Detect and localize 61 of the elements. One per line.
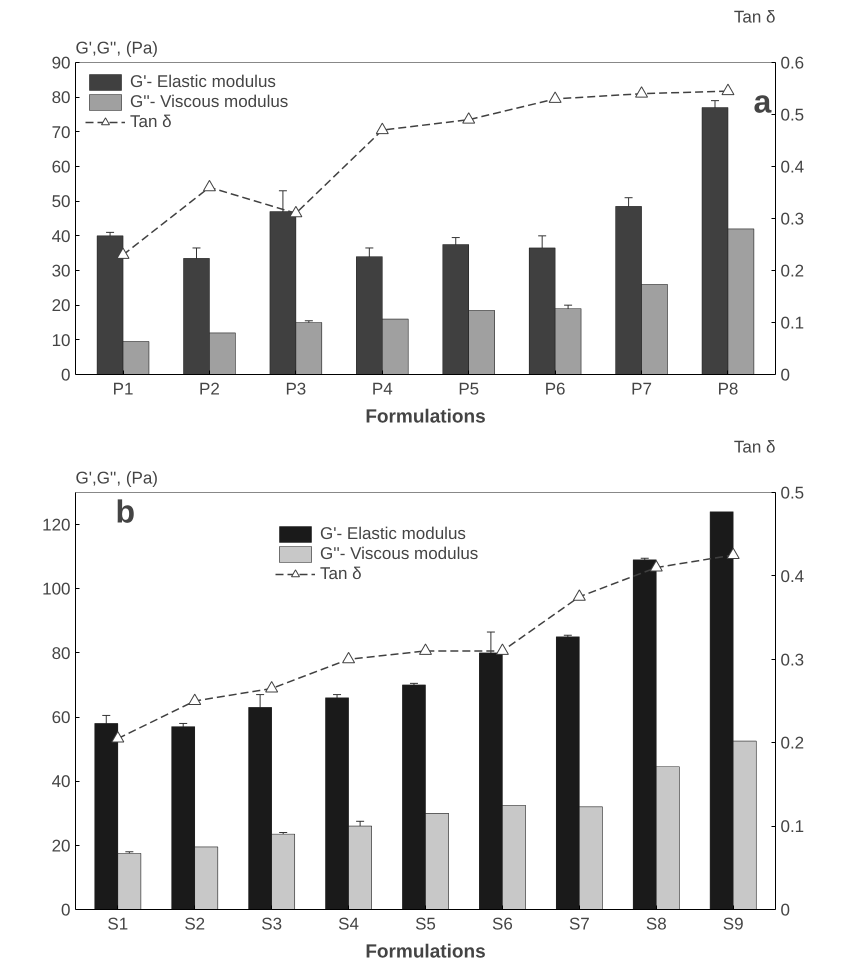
y-tick-label: 70	[52, 122, 71, 142]
x-tick-label: P1	[112, 380, 134, 398]
y2-tick-label: 0.4	[780, 158, 804, 176]
x-tick-label: P4	[372, 380, 393, 398]
x-tick-label: P2	[199, 380, 220, 398]
y-tick-label: 80	[52, 644, 71, 663]
y-tick-label: 30	[52, 262, 71, 280]
x-tick-label: S2	[184, 914, 206, 934]
y-tick-label: 60	[52, 158, 71, 176]
legend-label: G''- Viscous modulus	[130, 92, 288, 112]
y-tick-label: 120	[42, 516, 71, 535]
x-tick-label: P3	[285, 380, 306, 398]
y-tick-label: 50	[52, 192, 71, 212]
y2-tick-label: 0	[780, 900, 790, 920]
y-tick-label: 40	[52, 226, 71, 246]
y-tick-label: 40	[52, 772, 71, 792]
x-tick-label: S5	[415, 914, 436, 934]
y2-tick-label: 0.5	[780, 484, 804, 502]
y2-axis-title: Tan δ	[734, 438, 776, 456]
x-tick-label: S9	[722, 914, 744, 934]
y2-tick-label: 0.5	[780, 106, 804, 124]
x-tick-label: S1	[107, 914, 128, 934]
y2-tick-label: 0	[780, 366, 790, 384]
y-tick-label: 80	[52, 88, 71, 108]
x-tick-label: S8	[646, 914, 667, 934]
x-tick-label: S7	[568, 914, 590, 934]
y-tick-label: 100	[42, 580, 71, 599]
y2-tick-label: 0.1	[780, 314, 804, 332]
y-tick-label: 60	[52, 708, 71, 728]
x-tick-label: S4	[338, 914, 359, 934]
y-tick-label: 20	[52, 836, 71, 856]
x-tick-label: P5	[458, 380, 480, 398]
y-tick-label: 10	[52, 330, 71, 350]
legend-label: G'- Elastic modulus	[320, 524, 466, 544]
y2-tick-label: 0.4	[780, 566, 804, 586]
x-tick-label: P6	[544, 380, 566, 398]
y2-tick-label: 0.6	[780, 54, 804, 72]
y-tick-label: 20	[52, 296, 71, 316]
y-tick-label: 0	[61, 900, 71, 920]
y2-tick-label: 0.3	[780, 650, 804, 670]
legend-label: Tan δ	[130, 112, 172, 132]
y2-tick-label: 0.2	[780, 262, 804, 280]
x-axis-title: Formulations	[365, 406, 486, 428]
y2-axis-title: Tan δ	[734, 8, 776, 26]
y-axis-title: G',G'', (Pa)	[76, 468, 158, 488]
x-tick-label: P8	[718, 380, 738, 398]
annotation: a	[754, 84, 772, 120]
x-axis-title: Formulations	[365, 942, 486, 962]
y-tick-label: 90	[52, 54, 71, 72]
legend-label: G''- Viscous modulus	[320, 544, 478, 564]
legend-label: Tan δ	[320, 564, 362, 584]
y-axis-title: G',G'', (Pa)	[76, 38, 158, 58]
y2-tick-label: 0.3	[780, 210, 804, 228]
x-tick-label: S6	[492, 914, 513, 934]
annotation: b	[116, 494, 136, 530]
y2-tick-label: 0.2	[780, 734, 804, 753]
x-tick-label: P7	[631, 380, 652, 398]
y2-tick-label: 0.1	[780, 817, 804, 836]
legend-label: G'- Elastic modulus	[130, 72, 276, 92]
x-tick-label: S3	[261, 914, 282, 934]
y-tick-label: 0	[61, 366, 71, 384]
